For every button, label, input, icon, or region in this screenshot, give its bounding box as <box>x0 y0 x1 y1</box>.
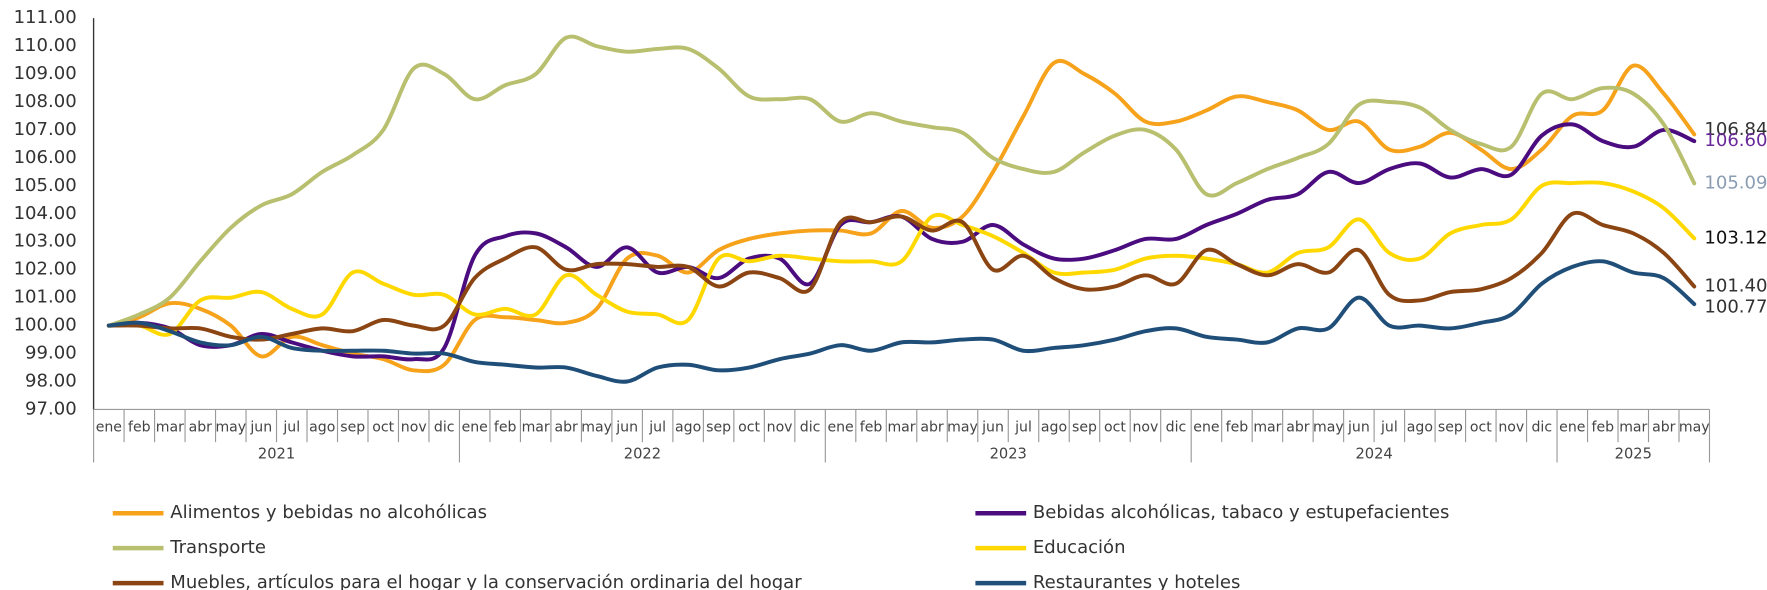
y-tick-label: 101.00 <box>14 287 77 308</box>
series-line <box>106 34 1697 328</box>
legend-label: Educación <box>1033 537 1126 558</box>
x-tick-label: ene <box>1193 419 1219 435</box>
x-tick-label: oct <box>1470 419 1492 435</box>
x-tick-label: ene <box>462 419 488 435</box>
year-label: 2021 <box>258 446 295 463</box>
x-tick-label: abr <box>189 419 213 435</box>
x-tick-label: dic <box>1166 419 1187 435</box>
x-tick-label: mar <box>522 419 550 435</box>
series-line <box>106 180 1697 337</box>
x-tick-label: mar <box>1253 419 1281 435</box>
x-tick-label: feb <box>494 419 517 435</box>
y-tick-label: 111.00 <box>14 7 77 28</box>
x-tick-label: oct <box>1104 419 1126 435</box>
x-tick-label: dic <box>1532 419 1553 435</box>
x-tick-label: feb <box>1591 419 1614 435</box>
x-tick-label: dic <box>434 419 455 435</box>
x-tick-label: dic <box>800 419 821 435</box>
x-tick-label: jul <box>648 419 666 435</box>
x-tick-label: oct <box>738 419 760 435</box>
series-line <box>106 259 1697 384</box>
y-tick-label: 103.00 <box>14 231 77 252</box>
x-tick-label: may <box>1679 419 1710 435</box>
x-tick-label: ago <box>309 419 335 435</box>
value-label: 100.77 <box>1704 296 1767 317</box>
value-label: 106.84 <box>1704 119 1767 140</box>
x-tick-label: jul <box>1014 419 1032 435</box>
legend-label: Bebidas alcohólicas, tabaco y estupefaci… <box>1033 502 1449 523</box>
x-tick-label: ago <box>1407 419 1433 435</box>
series-line <box>106 210 1697 342</box>
x-tick-label: jun <box>981 419 1004 435</box>
value-label: 101.40 <box>1704 275 1767 296</box>
x-tick-label: jul <box>1380 419 1398 435</box>
x-tick-label: feb <box>1226 419 1249 435</box>
x-tick-label: ago <box>675 419 701 435</box>
year-label: 2023 <box>990 446 1027 463</box>
y-tick-label: 100.00 <box>14 315 77 336</box>
y-tick-label: 102.00 <box>14 259 77 280</box>
x-tick-label: jul <box>282 419 300 435</box>
value-label: 103.12 <box>1704 227 1767 248</box>
x-tick-label: jun <box>615 419 638 435</box>
x-tick-label: nov <box>1133 419 1159 435</box>
legend-label: Alimentos y bebidas no alcohólicas <box>170 502 487 523</box>
y-tick-label: 109.00 <box>14 63 77 84</box>
x-tick-label: oct <box>372 419 394 435</box>
x-tick-label: may <box>1313 419 1344 435</box>
x-tick-label: ago <box>1041 419 1067 435</box>
x-tick-label: abr <box>1652 419 1676 435</box>
x-tick-label: abr <box>554 419 578 435</box>
x-tick-label: nov <box>1498 419 1524 435</box>
x-tick-label: jun <box>249 419 272 435</box>
x-tick-label: mar <box>1619 419 1647 435</box>
legend-label: Muebles, artículos para el hogar y la co… <box>170 572 802 590</box>
x-tick-label: sep <box>1072 419 1097 435</box>
x-tick-label: ene <box>1559 419 1585 435</box>
x-tick-label: feb <box>860 419 883 435</box>
y-tick-label: 104.00 <box>14 203 77 224</box>
x-tick-label: mar <box>156 419 184 435</box>
x-tick-label: ene <box>96 419 122 435</box>
y-tick-label: 105.00 <box>14 175 77 196</box>
year-label: 2025 <box>1615 446 1652 463</box>
value-label: 106.60 <box>1704 130 1767 151</box>
y-tick-label: 97.00 <box>25 398 77 419</box>
y-tick-label: 98.00 <box>25 371 77 392</box>
legend-label: Restaurantes y hoteles <box>1033 572 1240 590</box>
x-tick-label: may <box>947 419 978 435</box>
y-tick-label: 107.00 <box>14 119 77 140</box>
y-tick-label: 110.00 <box>14 35 77 56</box>
x-tick-label: ene <box>827 419 853 435</box>
y-tick-label: 108.00 <box>14 91 77 112</box>
x-tick-label: may <box>215 419 246 435</box>
x-tick-label: abr <box>1286 419 1310 435</box>
y-tick-label: 106.00 <box>14 147 77 168</box>
x-tick-label: mar <box>887 419 915 435</box>
x-tick-label: abr <box>920 419 944 435</box>
y-tick-label: 99.00 <box>25 343 77 364</box>
year-label: 2022 <box>624 446 661 463</box>
x-tick-label: sep <box>1438 419 1463 435</box>
x-tick-label: feb <box>128 419 151 435</box>
x-tick-label: nov <box>401 419 427 435</box>
year-label: 2024 <box>1355 446 1392 463</box>
x-tick-label: nov <box>767 419 793 435</box>
x-tick-label: sep <box>706 419 731 435</box>
legend-label: Transporte <box>169 537 266 558</box>
value-label: 105.09 <box>1704 172 1767 193</box>
x-tick-label: jun <box>1347 419 1370 435</box>
x-tick-label: sep <box>340 419 365 435</box>
x-tick-label: may <box>581 419 612 435</box>
